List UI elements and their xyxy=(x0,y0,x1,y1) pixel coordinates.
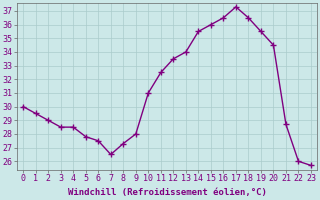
X-axis label: Windchill (Refroidissement éolien,°C): Windchill (Refroidissement éolien,°C) xyxy=(68,188,267,197)
